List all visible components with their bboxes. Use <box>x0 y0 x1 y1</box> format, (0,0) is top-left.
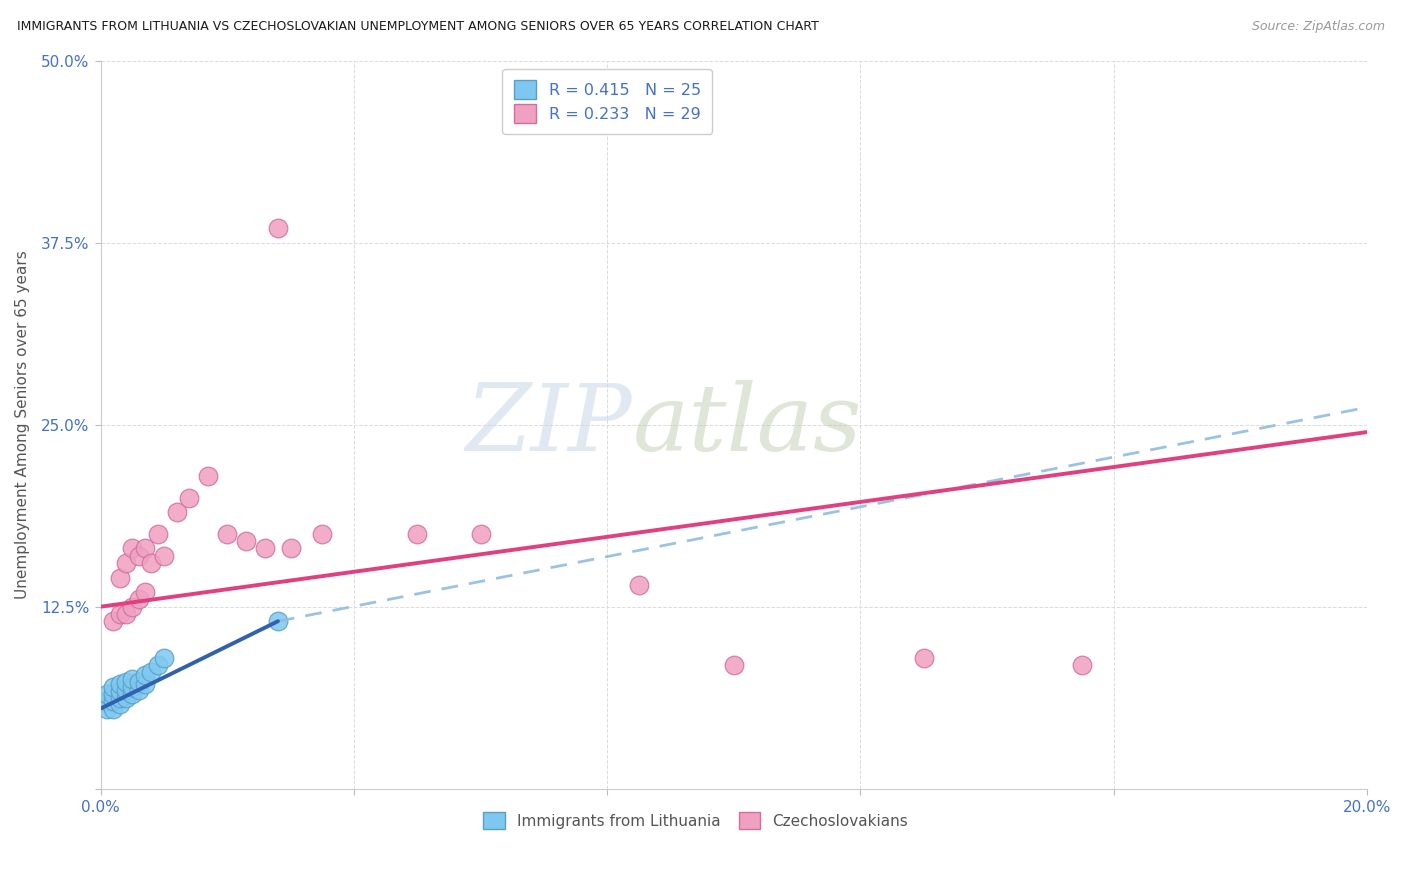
Point <box>166 505 188 519</box>
Point <box>128 682 150 697</box>
Point <box>141 665 163 680</box>
Point <box>406 527 429 541</box>
Point <box>146 657 169 672</box>
Point <box>153 549 176 563</box>
Point <box>134 677 156 691</box>
Point <box>121 687 143 701</box>
Point <box>1071 657 1094 672</box>
Point <box>121 599 143 614</box>
Point <box>115 556 138 570</box>
Point <box>153 650 176 665</box>
Point <box>96 701 118 715</box>
Text: IMMIGRANTS FROM LITHUANIA VS CZECHOSLOVAKIAN UNEMPLOYMENT AMONG SENIORS OVER 65 : IMMIGRANTS FROM LITHUANIA VS CZECHOSLOVA… <box>17 20 818 33</box>
Point <box>912 650 935 665</box>
Point <box>96 694 118 708</box>
Point <box>179 491 201 505</box>
Point <box>141 556 163 570</box>
Point <box>121 680 143 694</box>
Text: atlas: atlas <box>633 380 862 470</box>
Point <box>134 541 156 556</box>
Point <box>280 541 302 556</box>
Point <box>470 527 492 541</box>
Point <box>267 614 290 628</box>
Point <box>103 680 125 694</box>
Point <box>128 592 150 607</box>
Point <box>235 534 257 549</box>
Point <box>121 673 143 687</box>
Point <box>103 687 125 701</box>
Point <box>108 691 131 706</box>
Point <box>108 684 131 698</box>
Point <box>108 607 131 621</box>
Point <box>108 697 131 711</box>
Point <box>627 578 650 592</box>
Point <box>311 527 333 541</box>
Point <box>128 675 150 690</box>
Point <box>108 677 131 691</box>
Point <box>115 682 138 697</box>
Point <box>267 221 290 235</box>
Point <box>217 527 239 541</box>
Point <box>723 657 745 672</box>
Point <box>115 691 138 706</box>
Point <box>121 541 143 556</box>
Legend: Immigrants from Lithuania, Czechoslovakians: Immigrants from Lithuania, Czechoslovaki… <box>477 805 914 836</box>
Point <box>197 468 219 483</box>
Point <box>115 675 138 690</box>
Point <box>115 607 138 621</box>
Point <box>134 668 156 682</box>
Text: ZIP: ZIP <box>465 380 633 470</box>
Point <box>134 585 156 599</box>
Point <box>108 571 131 585</box>
Y-axis label: Unemployment Among Seniors over 65 years: Unemployment Among Seniors over 65 years <box>15 251 30 599</box>
Point <box>103 614 125 628</box>
Text: Source: ZipAtlas.com: Source: ZipAtlas.com <box>1251 20 1385 33</box>
Point <box>103 694 125 708</box>
Point <box>128 549 150 563</box>
Point <box>96 687 118 701</box>
Point <box>254 541 277 556</box>
Point <box>146 527 169 541</box>
Point <box>103 701 125 715</box>
